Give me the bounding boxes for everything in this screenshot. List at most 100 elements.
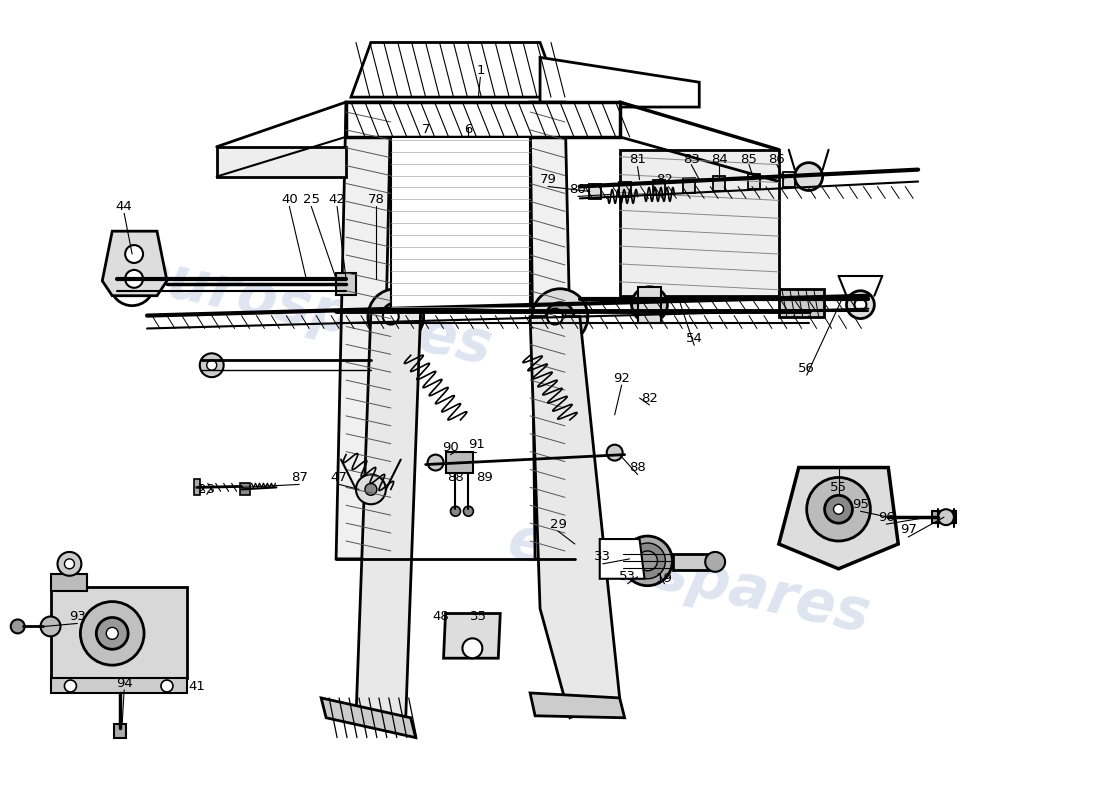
Text: 92: 92 — [613, 372, 630, 385]
Circle shape — [855, 298, 867, 310]
Circle shape — [825, 495, 852, 523]
Circle shape — [532, 289, 587, 344]
Polygon shape — [779, 467, 899, 569]
Text: 85: 85 — [740, 153, 758, 166]
Polygon shape — [619, 150, 779, 296]
Text: 48: 48 — [432, 610, 449, 623]
Text: 83: 83 — [683, 153, 700, 166]
Polygon shape — [600, 539, 645, 578]
Circle shape — [795, 162, 823, 190]
Polygon shape — [530, 102, 575, 559]
Circle shape — [356, 474, 386, 504]
Bar — [783, 171, 795, 187]
Text: eurospares: eurospares — [503, 513, 876, 645]
Polygon shape — [443, 614, 500, 658]
Circle shape — [65, 559, 75, 569]
Text: 88: 88 — [447, 471, 464, 484]
Bar — [618, 182, 630, 198]
Text: 87: 87 — [290, 471, 308, 484]
Circle shape — [638, 551, 658, 571]
Circle shape — [207, 360, 217, 370]
Polygon shape — [530, 317, 619, 718]
Text: 88: 88 — [629, 461, 646, 474]
Text: 95: 95 — [852, 498, 869, 510]
Text: 94: 94 — [116, 677, 132, 690]
Circle shape — [122, 274, 142, 294]
Text: 19: 19 — [656, 572, 673, 586]
Polygon shape — [102, 231, 167, 296]
Text: 44: 44 — [116, 200, 132, 213]
Text: 90: 90 — [442, 441, 459, 454]
Text: 80: 80 — [570, 183, 586, 196]
Bar — [114, 724, 126, 738]
Bar — [779, 289, 824, 317]
Circle shape — [41, 617, 60, 636]
Circle shape — [631, 286, 668, 322]
Bar — [446, 452, 473, 474]
Circle shape — [938, 510, 954, 525]
Text: 25: 25 — [302, 193, 320, 206]
Circle shape — [834, 504, 844, 514]
Bar — [337, 273, 356, 294]
Text: 82: 82 — [641, 391, 658, 405]
Text: 23: 23 — [198, 483, 216, 496]
Text: 84: 84 — [711, 153, 727, 166]
Circle shape — [389, 310, 402, 322]
Text: eurospares: eurospares — [124, 244, 497, 377]
Polygon shape — [356, 310, 420, 718]
Text: 56: 56 — [799, 362, 815, 374]
Text: 79: 79 — [540, 173, 557, 186]
Text: 33: 33 — [594, 550, 612, 563]
Circle shape — [365, 483, 377, 495]
Text: 6: 6 — [464, 123, 473, 136]
Circle shape — [554, 310, 565, 322]
Circle shape — [200, 354, 223, 377]
Polygon shape — [51, 678, 187, 693]
Circle shape — [806, 478, 870, 541]
Polygon shape — [51, 574, 87, 590]
Text: 42: 42 — [329, 193, 345, 206]
Circle shape — [367, 289, 424, 344]
Polygon shape — [321, 698, 416, 738]
Circle shape — [57, 552, 81, 576]
Text: 91: 91 — [468, 438, 485, 451]
Polygon shape — [530, 693, 625, 718]
Circle shape — [65, 680, 76, 692]
Bar — [932, 511, 956, 523]
Circle shape — [547, 309, 563, 325]
Circle shape — [623, 536, 672, 586]
Circle shape — [11, 619, 24, 634]
Circle shape — [607, 445, 623, 461]
Text: 93: 93 — [69, 610, 86, 623]
Bar — [240, 483, 250, 495]
Circle shape — [462, 638, 482, 658]
Circle shape — [383, 309, 399, 325]
Circle shape — [463, 506, 473, 516]
Text: 55: 55 — [830, 481, 847, 494]
Circle shape — [629, 543, 666, 578]
Circle shape — [110, 262, 154, 306]
Polygon shape — [337, 102, 390, 559]
Text: 53: 53 — [619, 570, 636, 583]
Text: 29: 29 — [550, 518, 566, 530]
Circle shape — [451, 506, 461, 516]
Bar — [713, 175, 725, 191]
Text: 81: 81 — [629, 153, 646, 166]
Text: 35: 35 — [470, 610, 487, 623]
Text: 86: 86 — [769, 153, 785, 166]
Text: 78: 78 — [367, 193, 384, 206]
Circle shape — [641, 297, 658, 313]
Circle shape — [161, 680, 173, 692]
Text: 40: 40 — [280, 193, 298, 206]
Circle shape — [428, 454, 443, 470]
Circle shape — [705, 552, 725, 572]
Polygon shape — [194, 479, 200, 495]
Bar — [683, 178, 695, 194]
Text: 97: 97 — [900, 522, 916, 535]
Text: 82: 82 — [656, 173, 673, 186]
Circle shape — [80, 602, 144, 665]
Circle shape — [847, 290, 874, 318]
Text: 89: 89 — [476, 471, 493, 484]
Circle shape — [125, 270, 143, 288]
Polygon shape — [390, 137, 530, 310]
